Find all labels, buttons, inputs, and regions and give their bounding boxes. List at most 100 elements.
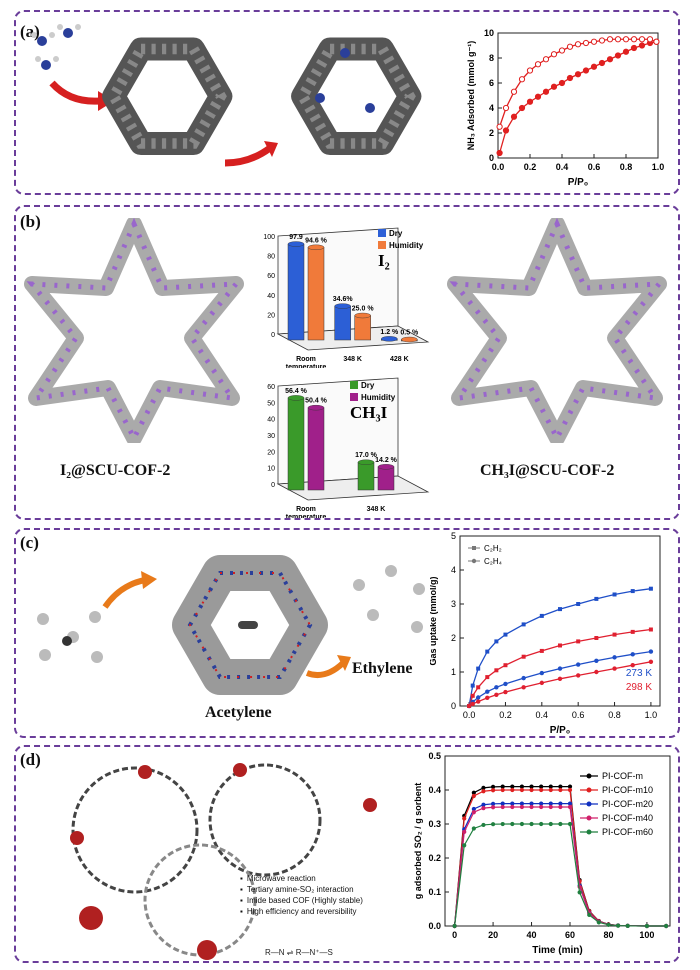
chart-d-xtick-label: 80 <box>603 930 613 940</box>
chart-c-point <box>503 632 508 637</box>
chart-c-point <box>630 652 635 657</box>
chart-a-point <box>606 56 614 63</box>
chart-d-xtick-label: 20 <box>488 930 498 940</box>
chart-b2-ytick-label: 30 <box>267 433 275 440</box>
chart-c-legend-marker <box>471 558 477 564</box>
chart-d-point <box>577 890 582 895</box>
panel-b-label: (b) <box>20 212 41 231</box>
chart-a-ytick-label: 8 <box>489 53 494 63</box>
i2-cof-caption: I₂@SCU-COF-2 <box>60 462 171 479</box>
chart-d-legend-marker <box>586 801 592 807</box>
chart-c-temp-label: 298 K <box>626 682 652 693</box>
chart-d-point <box>558 804 563 810</box>
chart-d-point <box>519 787 525 793</box>
chart-d-point <box>481 822 486 828</box>
chart-d-xtick-label: 0 <box>452 930 457 940</box>
chart-a-xtick-label: 0.0 <box>492 162 505 172</box>
chart-c-xtick-label: 0.0 <box>463 710 476 720</box>
chart-d-point <box>548 787 553 793</box>
pi-cof-frameworks <box>71 763 322 957</box>
chart-a-point <box>510 88 518 95</box>
chart-c-frame <box>459 535 661 707</box>
chart-d-point <box>462 829 467 835</box>
chart-a-point <box>582 39 590 47</box>
chart-b2-data-label: 17.0 % <box>355 452 378 459</box>
chart-d-point <box>567 821 573 827</box>
chart-c-point <box>612 632 617 637</box>
chart-d-legend-marker <box>586 829 592 835</box>
orange-arrow-in <box>102 577 146 609</box>
chart-c-point <box>575 662 581 667</box>
chart-c-point <box>612 666 617 671</box>
panel-c <box>14 528 680 738</box>
chart-b1-bar <box>307 247 325 341</box>
chart-b1-category-label: Room <box>296 356 316 363</box>
chart-c-point <box>594 669 599 675</box>
chart-d-point <box>529 801 534 806</box>
chart-d-series-line <box>454 789 667 927</box>
chart-d-point <box>510 801 515 806</box>
chart-d-legend-label: PI-COF-m40 <box>602 813 653 823</box>
chart-a-point <box>598 59 606 67</box>
chart-d-point <box>558 787 563 793</box>
chart-b2-bar-top <box>377 464 395 470</box>
panel-d-illustration: R—N ⇌ R—N⁺—S <box>70 763 377 960</box>
chart-d-legend-marker <box>586 815 592 821</box>
chart-c-xlabel: P/P₀ <box>550 725 571 736</box>
chart-d-point <box>519 804 525 810</box>
chart-d-point <box>558 821 563 827</box>
chart-b1-legend-swatch <box>378 241 386 249</box>
chart-d-point <box>510 784 515 789</box>
chart-a-point <box>653 38 660 45</box>
chart-b1-ytick-label: 100 <box>263 234 275 241</box>
chart-c-legend-marker <box>472 546 476 550</box>
chart-b2-bar-top <box>287 395 305 401</box>
chart-b1-bar-top <box>334 303 351 309</box>
chart-b1-data-label: 97.9 <box>289 234 303 241</box>
chart-d-point <box>558 801 563 806</box>
amine-so2-scheme: R—N ⇌ R—N⁺—S <box>265 948 333 957</box>
chart-d-point <box>452 923 457 929</box>
chart-c-point <box>494 685 499 690</box>
chart-d-point <box>529 784 534 789</box>
chart-a-point <box>614 36 622 43</box>
chart-c-point <box>503 663 508 668</box>
chart-b1-bar <box>287 243 305 341</box>
chart-d-point <box>481 805 486 811</box>
chart-a-point <box>534 93 542 100</box>
chart-c-point <box>558 643 562 648</box>
chart-d-point <box>529 821 534 827</box>
chart-d-point <box>529 804 534 810</box>
gas-molecules <box>37 611 103 663</box>
chart-c-point <box>494 668 499 673</box>
chart-c-point <box>594 596 599 601</box>
chart-d-point <box>548 804 553 810</box>
chart-c-series-line <box>468 588 651 707</box>
chart-a-point <box>496 123 503 130</box>
chart-c-legend-label: C₂H₂ <box>484 544 502 553</box>
chart-a-point <box>526 67 534 74</box>
chart-d-xtick-label: 60 <box>565 930 575 940</box>
chart-b2-bar <box>377 466 395 491</box>
chart-c-point <box>539 670 545 676</box>
chart-d-point <box>539 787 544 793</box>
chart-d-point <box>500 801 505 806</box>
chart-c-point <box>494 692 499 697</box>
chart-d-frame <box>444 755 671 927</box>
chart-d-ytick-label: 0.2 <box>428 853 441 863</box>
chart-c-point <box>558 607 562 612</box>
so2-molecules <box>70 763 377 960</box>
panel-c-illustration <box>37 555 425 695</box>
chart-b1-title: I₂ <box>378 251 390 270</box>
chart-c-point <box>612 655 617 660</box>
chart-a-ytick-label: 0 <box>489 153 494 163</box>
chart-a-point <box>630 44 638 52</box>
chart-d-point <box>490 788 496 793</box>
panel-d-bullets: Microwave reaction Tertiary amine-SO₂ in… <box>240 873 363 917</box>
chart-b1-data-label: 25.0 % <box>352 306 375 313</box>
chart-c-point <box>475 699 481 704</box>
chart-d-point <box>500 787 505 793</box>
chart-d-point <box>471 793 476 799</box>
chart-d-point <box>548 784 553 789</box>
